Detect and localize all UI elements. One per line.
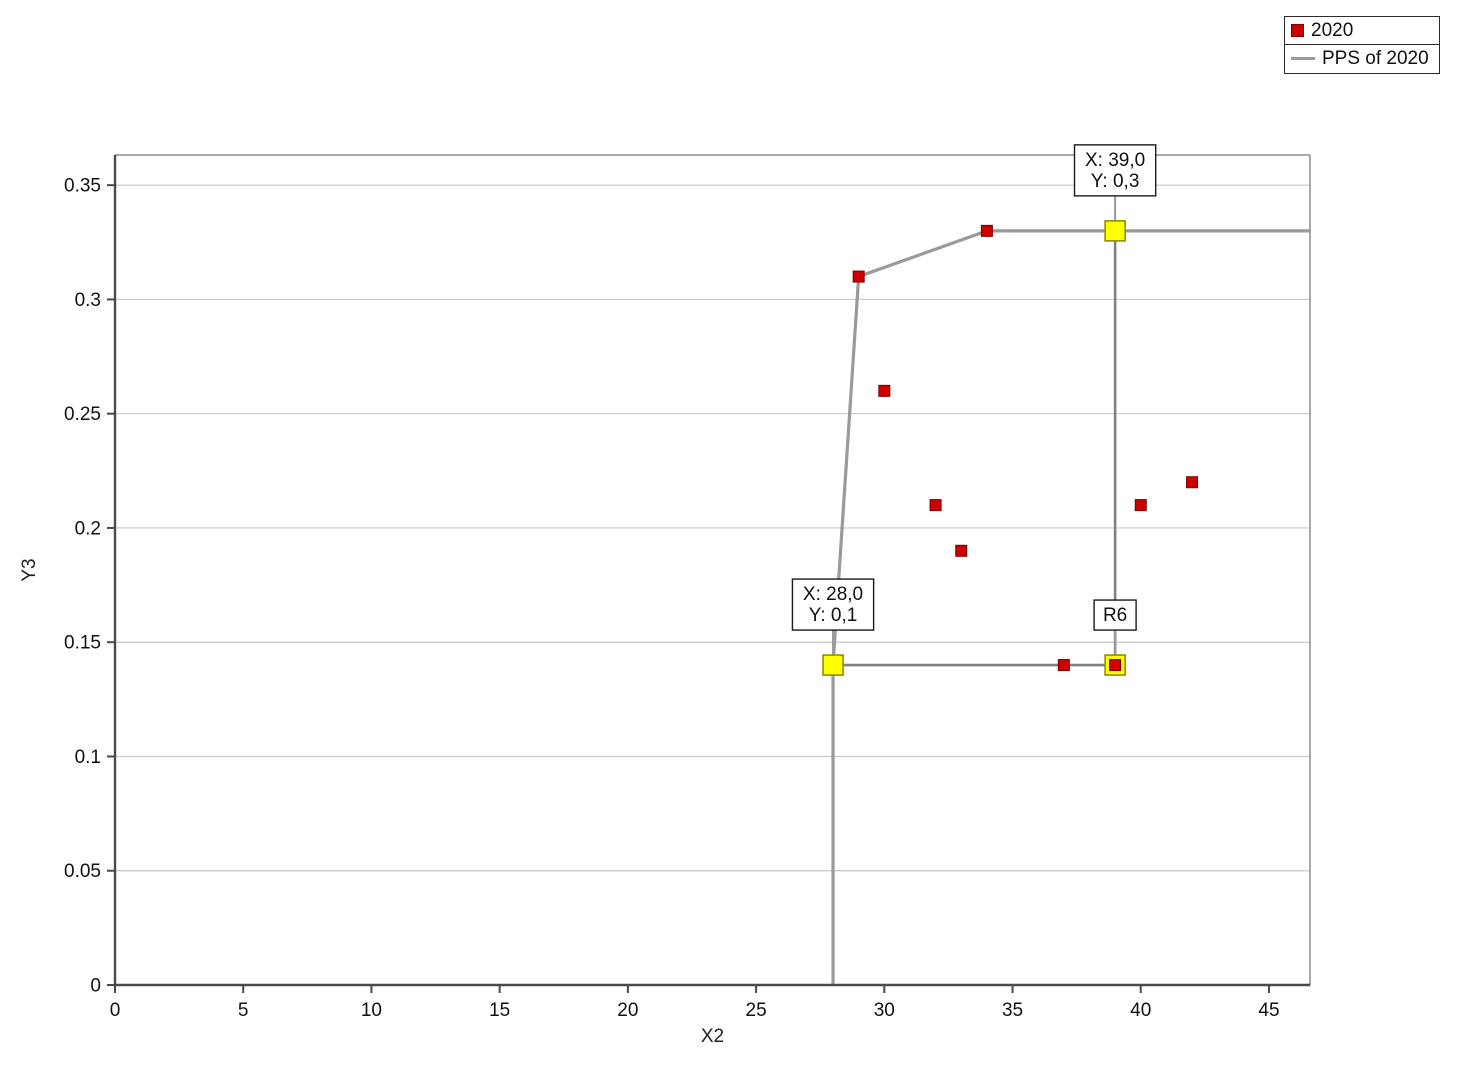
projection-line xyxy=(833,230,1117,667)
x-tick-label: 15 xyxy=(489,1000,510,1021)
legend: 2020 PPS of 2020 xyxy=(1284,16,1440,75)
x-tick-label: 20 xyxy=(617,1000,638,1021)
x-tick-label: 30 xyxy=(874,1000,895,1021)
annotation-box xyxy=(1073,144,1157,197)
x-tick-label: 10 xyxy=(361,1000,382,1021)
data-point-marker[interactable] xyxy=(1057,659,1070,672)
x-tick-label: 5 xyxy=(238,1000,249,1021)
data-point-marker[interactable] xyxy=(980,224,993,237)
red-square-marker-icon xyxy=(1291,24,1304,37)
y-tick-label: 0.3 xyxy=(75,290,101,311)
legend-item-pps-of-2020[interactable]: PPS of 2020 xyxy=(1284,44,1440,75)
data-point-marker[interactable] xyxy=(878,384,891,397)
x-tick-label: 40 xyxy=(1130,1000,1151,1021)
data-point-marker[interactable] xyxy=(929,499,942,512)
annotation-text: X: 28,0 xyxy=(803,584,863,605)
y-tick-label: 0 xyxy=(90,976,101,997)
y-tick-label: 0.35 xyxy=(64,176,101,197)
x-tick-label: 35 xyxy=(1002,1000,1023,1021)
y-tick-label: 0.1 xyxy=(75,747,101,768)
y-tick-label: 0.05 xyxy=(64,861,101,882)
legend-label-pps-of-2020: PPS of 2020 xyxy=(1322,48,1429,70)
legend-item-2020[interactable]: 2020 xyxy=(1284,16,1440,46)
pps-line xyxy=(831,229,1310,985)
x-axis-title: X2 xyxy=(700,1026,725,1047)
x-tick-label: 25 xyxy=(746,1000,767,1021)
legend-label-2020: 2020 xyxy=(1311,20,1354,41)
annotation-box xyxy=(1093,599,1137,631)
data-point-marker[interactable] xyxy=(955,544,968,557)
data-point-marker[interactable] xyxy=(1186,476,1199,489)
annotation-text: X: 39,0 xyxy=(1085,150,1145,171)
data-point-marker[interactable] xyxy=(1134,499,1147,512)
data-point-marker[interactable] xyxy=(1109,659,1122,672)
annotation-text: R6 xyxy=(1103,605,1127,626)
y-tick-label: 0.25 xyxy=(64,404,101,425)
x-tick-label: 0 xyxy=(110,1000,121,1021)
y-tick-label: 0.2 xyxy=(75,518,101,539)
x-tick-label: 45 xyxy=(1258,1000,1279,1021)
y-tick-label: 0.15 xyxy=(64,633,101,654)
annotation-box xyxy=(791,578,875,631)
annotation-text: Y: 0,1 xyxy=(809,605,858,626)
gray-line-marker-icon xyxy=(1291,57,1315,61)
annotation-text: Y: 0,3 xyxy=(1091,171,1140,192)
highlight-marker[interactable] xyxy=(822,654,844,676)
data-point-marker[interactable] xyxy=(852,270,865,283)
highlight-marker[interactable] xyxy=(1104,220,1126,242)
y-axis-title: Y3 xyxy=(19,558,40,582)
